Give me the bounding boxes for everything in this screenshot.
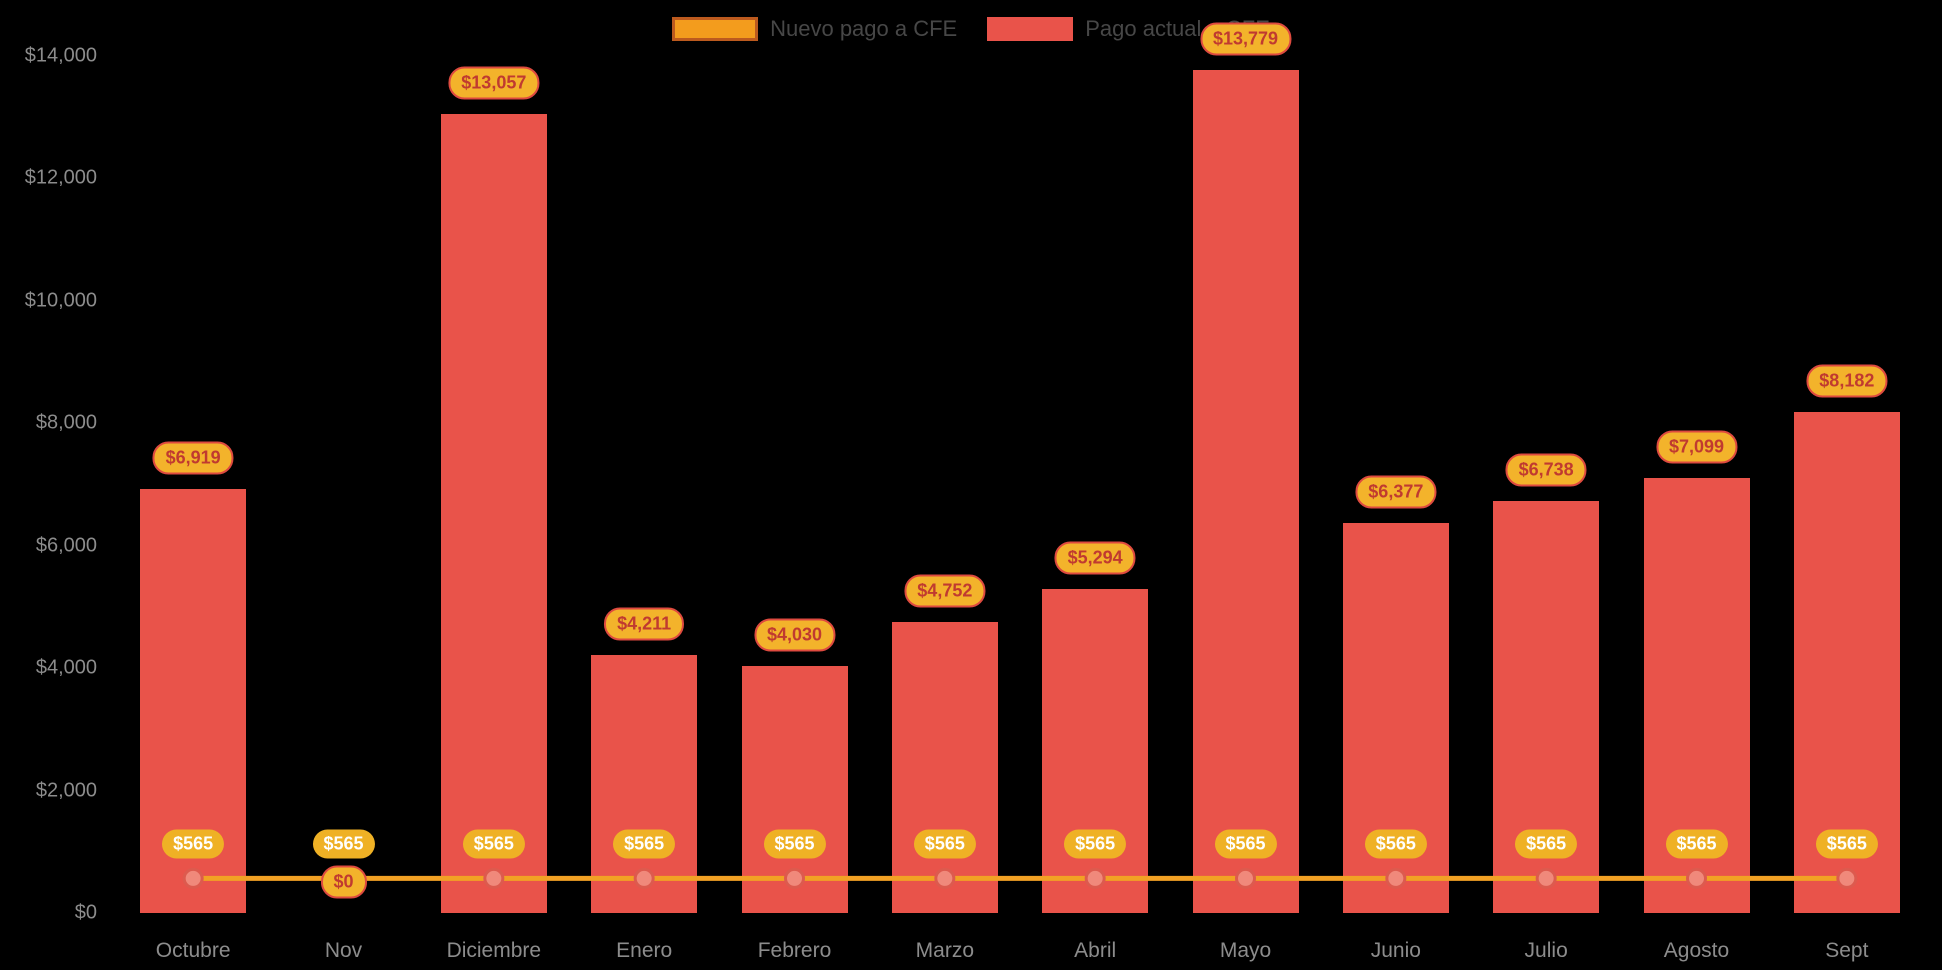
chart-legend: Nuevo pago a CFE Pago actual a CFE [0, 16, 1942, 42]
legend-item-nuevo-pago-cfe[interactable]: Nuevo pago a CFE [672, 16, 957, 42]
bar-pago-actual [1042, 588, 1149, 913]
y-axis-tick-label: $14,000 [24, 44, 97, 67]
y-axis-tick-label: $8,000 [35, 411, 97, 434]
bar-value-label: $4,211 [604, 607, 685, 641]
legend-label-nuevo-pago: Nuevo pago a CFE [770, 16, 958, 41]
line-value-label: $565 [1665, 829, 1728, 859]
line-value-label: $565 [1064, 829, 1127, 859]
x-axis-month-label: Mayo [1219, 939, 1272, 962]
x-axis-month-label: Marzo [915, 939, 975, 962]
bar-value-label: $7,099 [1655, 430, 1738, 464]
line-value-label: $565 [462, 829, 525, 859]
legend-swatch-nuevo-pago [672, 17, 759, 41]
x-axis-month-label: Octubre [155, 939, 231, 962]
bar-value-label: $6,377 [1355, 475, 1437, 509]
bar-value-label: $4,030 [753, 618, 836, 652]
x-axis-month-label: Enero [616, 939, 673, 962]
legend-item-pago-actual-cfe[interactable]: Pago actual a CFE [987, 16, 1270, 42]
bar-pago-actual [891, 622, 998, 913]
bar-pago-actual [591, 655, 698, 913]
legend-swatch-pago-actual [987, 17, 1074, 41]
bar-pago-actual [1793, 412, 1900, 913]
x-axis-month-label: Sept [1825, 939, 1869, 962]
x-axis-month-label: Diciembre [446, 939, 542, 962]
bar-value-label: $4,752 [904, 574, 986, 608]
line-value-label: $565 [1515, 829, 1578, 859]
line-value-label: $565 [763, 829, 826, 859]
x-axis-month-label: Agosto [1663, 939, 1730, 962]
x-axis-month-label: Abril [1074, 939, 1117, 962]
y-axis-tick-label: $6,000 [35, 534, 97, 557]
line-value-label: $565 [1364, 829, 1427, 859]
bar-value-label: $0 [320, 865, 367, 899]
x-axis-month-label: Junio [1370, 939, 1421, 962]
y-axis-tick-label: $0 [74, 901, 97, 924]
x-axis-month-label: Febrero [757, 939, 832, 962]
bar-value-label: $13,779 [1199, 22, 1292, 56]
y-axis-tick-label: $10,000 [24, 289, 97, 312]
bar-pago-actual [440, 113, 547, 913]
bar-value-label: $6,919 [152, 441, 234, 475]
y-axis-tick-label: $4,000 [35, 656, 97, 679]
line-value-label: $565 [1214, 829, 1277, 859]
bar-pago-actual [741, 666, 848, 913]
line-value-label: $565 [312, 829, 375, 859]
line-value-label: $565 [1815, 829, 1878, 859]
bar-value-label: $6,738 [1505, 453, 1587, 487]
line-value-label: $565 [913, 829, 976, 859]
bar-pago-actual [1192, 69, 1299, 913]
line-value-label: $565 [613, 829, 676, 859]
y-axis-tick-label: $2,000 [35, 779, 97, 802]
bar-value-label: $5,294 [1054, 541, 1136, 575]
y-axis-tick-label: $12,000 [24, 166, 97, 189]
x-axis-month-label: Julio [1524, 939, 1568, 962]
bar-value-label: $8,182 [1806, 364, 1888, 398]
line-value-label: $565 [162, 829, 225, 859]
bar-value-label: $13,057 [448, 66, 540, 100]
x-axis-month-label: Nov [324, 939, 363, 962]
